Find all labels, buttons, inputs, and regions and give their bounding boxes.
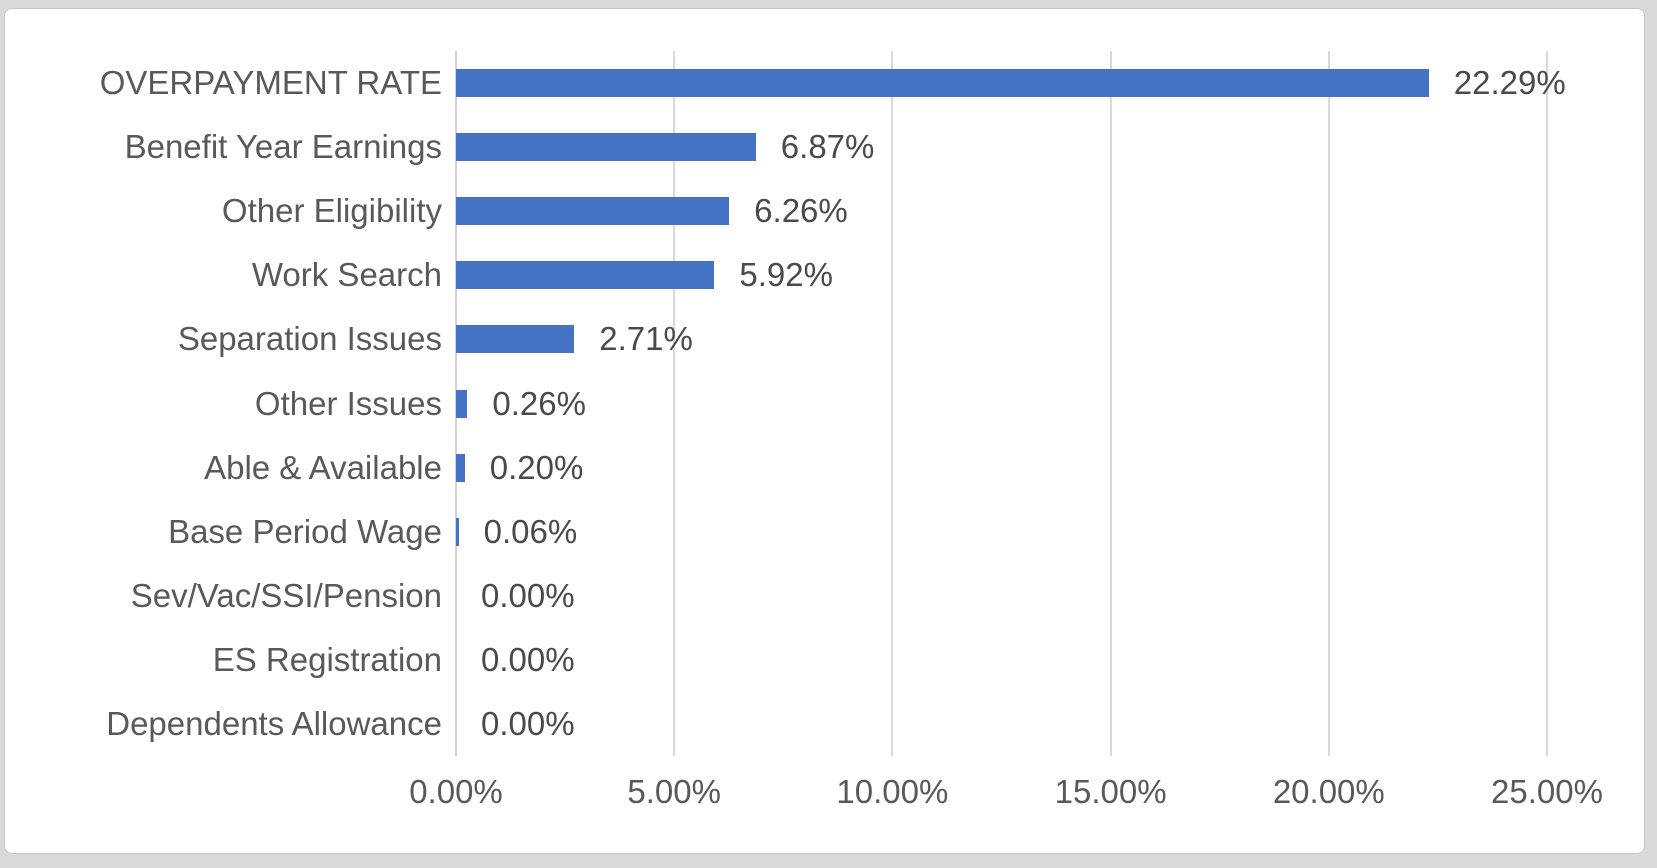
category-label-overpayment-rate: OVERPAYMENT RATE <box>99 64 442 102</box>
bar-other-issues <box>456 389 468 418</box>
value-label-benefit-year-earnings: 6.87% <box>780 128 875 166</box>
category-label-work-search: Work Search <box>251 256 442 294</box>
gridline <box>891 51 894 756</box>
value-label-es-registration: 0.00% <box>481 640 575 678</box>
x-tick-label: 10.00% <box>836 773 949 810</box>
value-label-overpayment-rate: 22.29% <box>1453 64 1566 102</box>
gridline <box>1327 51 1330 756</box>
category-label-other-issues: Other Issues <box>254 384 442 422</box>
x-tick-label: 15.00% <box>1054 773 1167 810</box>
value-label-separation-issues: 2.71% <box>599 320 693 358</box>
x-tick-label: 20.00% <box>1272 773 1385 810</box>
bar-other-eligibility <box>456 197 730 226</box>
gridline <box>1109 51 1112 756</box>
bar-separation-issues <box>456 325 575 354</box>
bar-benefit-year-earnings <box>456 133 756 162</box>
category-label-able-available: Able & Available <box>204 448 442 486</box>
value-label-dependents-allowance: 0.00% <box>481 704 575 742</box>
bar-overpayment-rate <box>456 69 1429 98</box>
category-label-sev-vac-ssi-pension: Sev/Vac/SSI/Pension <box>130 576 442 614</box>
x-tick-label: 5.00% <box>627 773 721 810</box>
value-label-work-search: 5.92% <box>739 256 833 294</box>
category-label-base-period-wage: Base Period Wage <box>168 512 442 550</box>
category-label-other-eligibility: Other Eligibility <box>221 192 442 230</box>
value-label-base-period-wage: 0.06% <box>483 512 578 550</box>
category-label-separation-issues: Separation Issues <box>177 320 442 358</box>
x-tick-label: 0.00% <box>409 773 503 810</box>
gridline <box>673 51 676 756</box>
x-tick-label: 25.00% <box>1491 773 1603 810</box>
chart-card: 0.00% 5.00% 10.00% 15.00% 20.00% 25.00% OVERPA… <box>4 8 1645 854</box>
bar-work-search <box>456 261 715 290</box>
bar-base-period-wage <box>456 517 459 546</box>
category-label-benefit-year-earnings: Benefit Year Earnings <box>124 128 442 166</box>
category-label-es-registration: ES Registration <box>212 640 442 678</box>
category-label-dependents-allowance: Dependents Allowance <box>106 704 442 742</box>
gridline <box>1546 51 1548 756</box>
value-label-other-issues: 0.26% <box>492 384 586 422</box>
value-label-sev-vac-ssi-pension: 0.00% <box>481 576 575 614</box>
bar-able-available <box>456 453 465 482</box>
value-label-other-eligibility: 6.26% <box>754 192 848 230</box>
value-label-able-available: 0.20% <box>489 448 584 486</box>
